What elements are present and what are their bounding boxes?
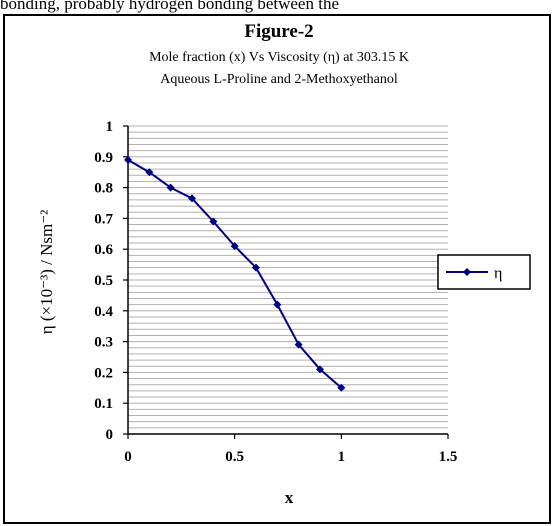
y-tick-label: 0.6: [94, 242, 113, 258]
y-tick-label: 1: [106, 119, 114, 135]
data-point: [145, 168, 154, 177]
data-point: [230, 242, 239, 251]
y-tick-label: 0.4: [94, 304, 113, 320]
tick-labels: 0 0.1 0.2 0.3 0.4 0.5 0.6 0.7 0.8 0.9 1 0 0.5 1 1.5: [94, 119, 457, 465]
chart-subtitle-line-2: Aqueous L-Proline and 2-Methoxyethanol: [160, 72, 398, 87]
data-point: [337, 383, 346, 392]
gridlines: [128, 125, 448, 429]
y-tick-label: 0.2: [94, 365, 113, 381]
x-tick-label: 0: [124, 449, 132, 465]
y-tick-label: 0.7: [94, 211, 113, 227]
y-tick-label: 0.8: [94, 181, 113, 197]
x-tick-label: 1.5: [439, 449, 458, 465]
data-point: [316, 365, 324, 374]
y-tick-label: 0.5: [94, 273, 113, 289]
data-point: [166, 183, 175, 192]
x-tick-label: 1: [338, 449, 346, 465]
x-axis-title: x: [285, 488, 294, 507]
legend: η: [437, 254, 531, 290]
data-point: [124, 155, 132, 164]
y-tick-label: 0.1: [94, 396, 113, 412]
data-point: [188, 194, 196, 203]
data-point: [273, 300, 282, 309]
data-point: [294, 340, 303, 349]
y-axis-title: η (×10⁻³) / Nsm⁻²: [37, 210, 56, 335]
chart-subtitle-line-1: Mole fraction (x) Vs Viscosity (η) at 30…: [149, 50, 409, 65]
data-point: [252, 263, 260, 272]
chart-title: Figure-2: [244, 21, 313, 42]
y-tick-label: 0.3: [94, 335, 113, 351]
y-tick-label: 0: [106, 427, 114, 443]
data-point: [209, 217, 218, 226]
legend-label: η: [494, 265, 502, 282]
preceding-text-line: bonding, probably hydrogen bonding betwe…: [0, 0, 339, 13]
data-series: [124, 155, 346, 392]
x-tick-label: 0.5: [225, 449, 244, 465]
y-tick-label: 0.9: [94, 150, 113, 166]
legend-marker: [463, 268, 471, 276]
